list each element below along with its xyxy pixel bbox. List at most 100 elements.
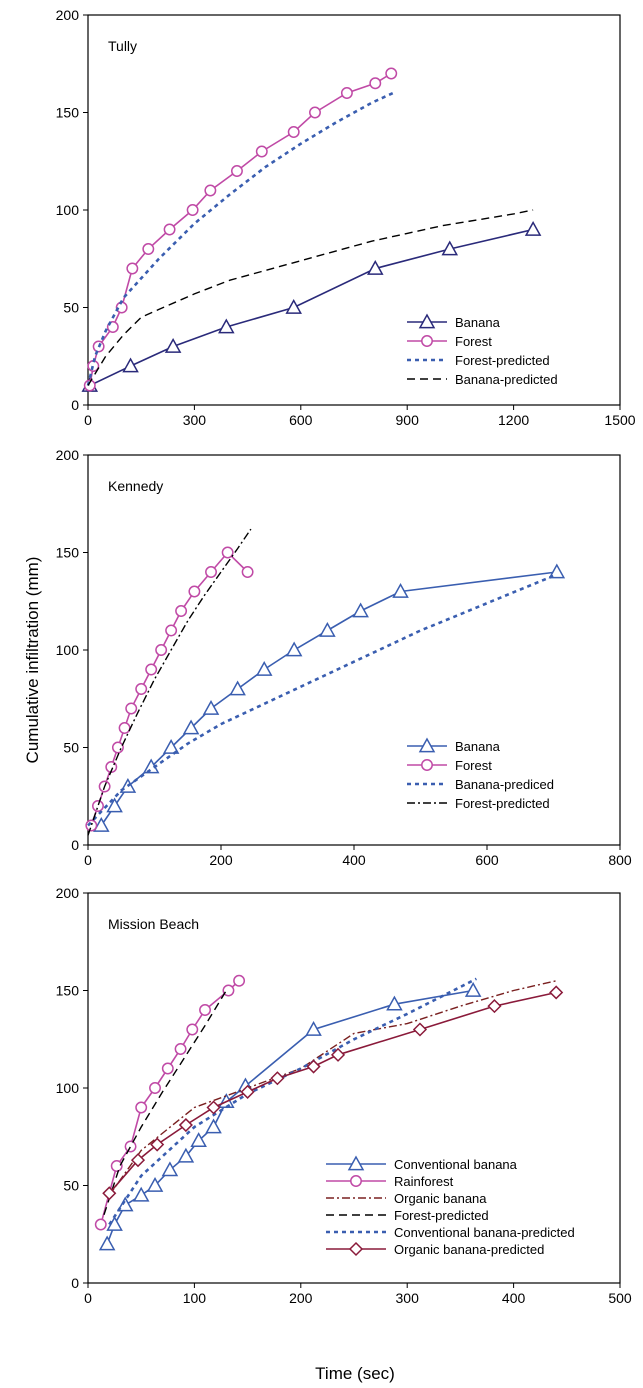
data-point [142,243,155,255]
data-point [155,644,168,656]
legend: Conventional banana Rainforest Organic ban… [326,1155,575,1257]
y-tick-label: 150 [56,545,80,561]
legend-marker [418,313,436,329]
x-tick-label: 0 [84,412,92,428]
series-1 [98,981,482,1251]
data-point [124,1140,137,1153]
x-axis-title: Time (sec) [315,1364,395,1383]
data-point [130,1153,146,1168]
series-4 [87,528,252,836]
series-line [86,91,394,386]
data-point [221,546,234,559]
series-line [90,551,249,826]
y-tick-label: 50 [63,1178,79,1194]
data-point [386,995,403,1011]
data-point [161,1161,179,1177]
data-point [206,1100,221,1115]
data-point [111,741,124,754]
chart-panel-2: 0 200 400 600 800 0 50 100 150 200 Kennedy Banana Fo… [56,447,632,868]
data-point [162,738,180,754]
x-tick-label: 1500 [604,412,635,428]
legend-label: Conventional banana-predicted [394,1225,575,1240]
data-point [164,337,182,353]
panel-label: Tully [108,38,137,54]
y-tick-label: 0 [71,1275,79,1291]
legend-label: Organic banana [394,1191,487,1206]
data-point [204,184,217,197]
series-line [103,990,227,1216]
series-line [89,228,534,387]
legend-marker [421,335,433,347]
data-point [182,719,200,735]
legend-label: Forest [455,758,492,773]
data-point [441,240,459,256]
legend-marker [418,737,436,753]
data-point [102,1186,117,1201]
data-point [174,1043,187,1055]
x-tick-label: 0 [84,852,92,868]
legend-label: Forest-predicted [394,1208,489,1223]
series-3 [87,574,554,827]
data-point [241,566,254,578]
x-tick-label: 500 [608,1290,632,1306]
y-tick-label: 100 [56,1080,80,1096]
legend-marker [348,1241,364,1257]
data-point [83,379,96,392]
x-tick-label: 300 [396,1290,420,1306]
legend-label: Forest-predicted [455,353,550,368]
data-point [150,1137,165,1152]
series-line [87,209,534,386]
legend-label: Organic banana-predicted [394,1242,544,1257]
data-point [145,663,158,676]
data-point [549,985,564,1000]
data-point [218,318,235,334]
data-point [190,1132,207,1147]
data-point [122,357,139,373]
series-2 [85,546,254,832]
legend-label: Banana [455,315,501,330]
data-point [385,67,398,80]
data-point [186,1023,199,1036]
data-point [330,1047,346,1062]
series-line [87,528,252,836]
y-tick-label: 150 [56,105,80,121]
data-point [464,981,482,997]
x-tick-label: 300 [183,412,207,428]
data-point [106,797,123,813]
legend-marker [421,759,433,771]
data-point [98,1235,116,1251]
y-tick-label: 100 [56,642,80,658]
data-point [392,582,409,598]
series-2 [83,67,398,392]
data-point [125,702,138,715]
y-tick-label: 200 [56,885,80,901]
data-point [118,722,131,734]
data-point [199,1004,211,1016]
data-point [352,602,369,618]
data-point [222,984,235,997]
data-point [229,680,246,696]
series-line [87,574,554,827]
data-point [165,624,178,637]
data-point [135,1101,148,1114]
data-point [285,298,302,314]
series-line [100,980,240,1225]
y-tick-label: 50 [63,300,79,316]
series-4 [87,209,534,386]
series-3 [108,980,557,1196]
data-point [412,1022,428,1037]
data-point [319,621,336,637]
data-point [255,145,268,158]
legend-label: Forest [455,334,492,349]
legend: Banana Forest Banana-prediced Forest-predic… [407,737,554,811]
x-tick-label: 400 [502,1290,526,1306]
legend: Banana Forest Forest-predicted Banana-predi… [407,313,558,387]
x-tick-label: 200 [209,852,233,868]
data-point [178,1117,193,1133]
x-tick-label: 600 [289,412,313,428]
data-point [85,819,98,832]
y-tick-label: 0 [71,837,79,853]
x-tick-label: 200 [289,1290,313,1306]
data-point [149,1082,161,1094]
